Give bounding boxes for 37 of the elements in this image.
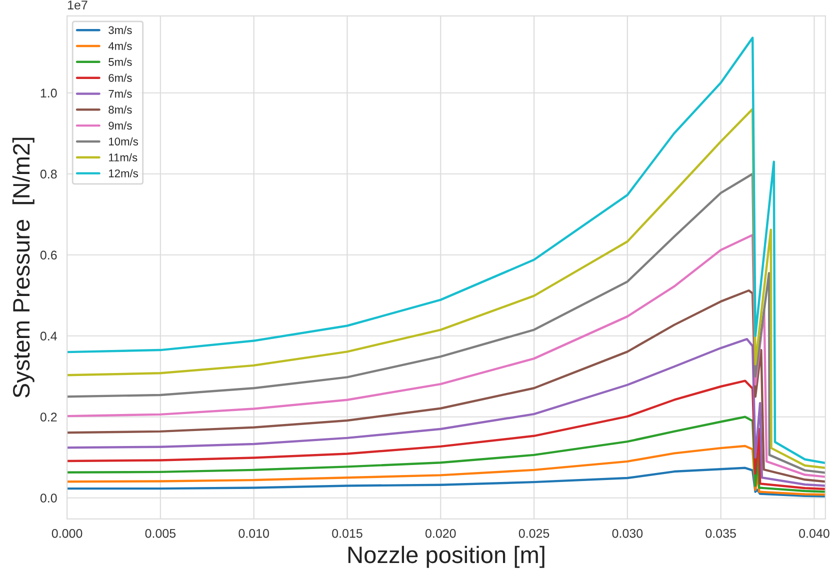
y-tick-label: 1.0 <box>40 88 57 98</box>
x-tick-label: 0.005 <box>145 528 176 538</box>
x-tick-label: 0.015 <box>332 528 362 538</box>
x-tick-label: 0.040 <box>799 528 830 538</box>
legend-label: 6m/s <box>108 74 132 82</box>
line-series <box>67 416 826 493</box>
legend-label: 5m/s <box>108 58 132 66</box>
legend-label: 4m/s <box>108 42 132 50</box>
legend-label: 12m/s <box>109 169 138 178</box>
x-tick-label: 0.000 <box>52 528 82 538</box>
y-tick-label: 0.4 <box>40 332 57 341</box>
legend-label: 10m/s <box>109 137 138 146</box>
y-tick-label: 0.6 <box>40 250 57 260</box>
line-series <box>67 36 826 464</box>
x-tick-label: 0.025 <box>518 528 550 538</box>
line-series <box>67 108 826 470</box>
legend-label: 8m/s <box>108 106 132 114</box>
legend-label: 11m/s <box>109 153 138 162</box>
legend-label: 3m/s <box>108 26 132 34</box>
line-series <box>67 444 826 496</box>
legend-label: 9m/s <box>108 121 132 130</box>
line-series <box>67 289 826 483</box>
line-series <box>67 466 826 498</box>
y-tick-label: 0.0 <box>40 494 57 503</box>
x-tick-label: 0.020 <box>425 528 456 538</box>
x-tick-label: 0.030 <box>612 528 643 538</box>
line-series <box>67 234 826 478</box>
y-axis-title: System Pressure [N/m2] <box>12 138 34 398</box>
legend-label: 7m/s <box>108 90 132 98</box>
line-series <box>67 380 826 490</box>
y-tick-label: 0.2 <box>40 412 57 422</box>
x-tick-label: 0.035 <box>706 528 736 538</box>
x-axis-title: Nozzle position [m] <box>348 546 544 568</box>
text: 1e7 <box>68 0 88 10</box>
x-tick-label: 0.010 <box>238 528 269 538</box>
line-series <box>67 338 826 487</box>
y-tick-label: 0.8 <box>40 170 57 179</box>
